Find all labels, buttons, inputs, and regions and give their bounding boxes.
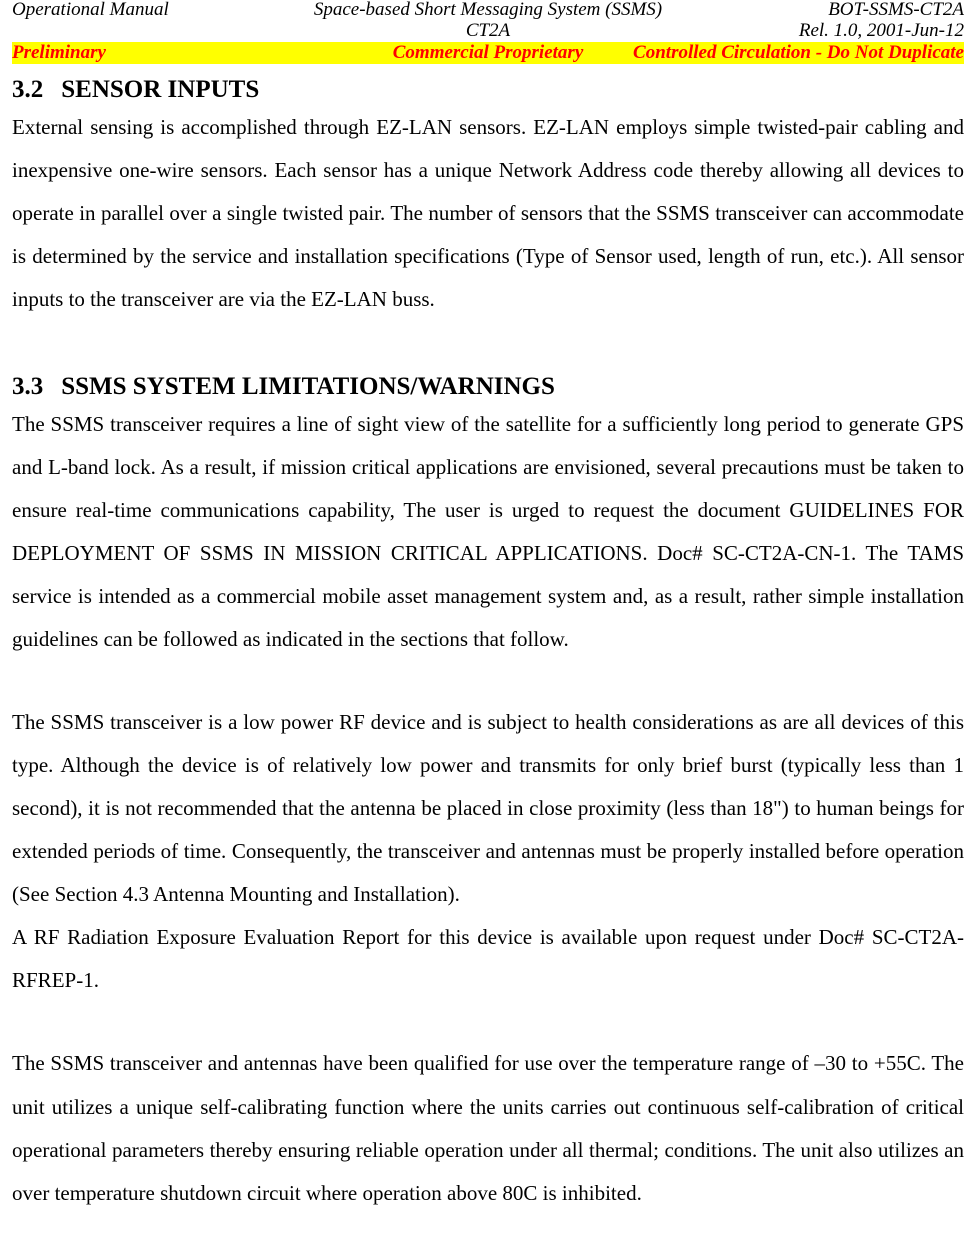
section-3-3-para-3: A RF Radiation Exposure Evaluation Repor… <box>12 916 964 1002</box>
header-row-1: Operational Manual Space-based Short Mes… <box>12 0 964 21</box>
document-page: Operational Manual Space-based Short Mes… <box>0 0 976 1227</box>
header-left: Operational Manual <box>12 0 169 21</box>
header-row-3-highlight: Preliminary Commercial Proprietary Contr… <box>12 42 964 64</box>
header-right: BOT-SSMS-CT2A <box>828 0 964 21</box>
header-row-2: CT2A Rel. 1.0, 2001-Jun-12 <box>12 21 964 42</box>
section-3-3-para-1: The SSMS transceiver requires a line of … <box>12 403 964 661</box>
section-3-3-para-4: The SSMS transceiver and antennas have b… <box>12 1042 964 1214</box>
section-number: 3.3 <box>12 373 43 401</box>
section-title: SSMS SYSTEM LIMITATIONS/WARNINGS <box>61 373 555 400</box>
header-center: Commercial Proprietary <box>393 42 584 64</box>
header-right: Rel. 1.0, 2001-Jun-12 <box>799 21 964 42</box>
paragraph-gap <box>12 1002 964 1042</box>
header-left: Preliminary <box>12 42 106 64</box>
section-3-3-para-2: The SSMS transceiver is a low power RF d… <box>12 701 964 916</box>
section-gap <box>12 321 964 361</box>
header-center: Space-based Short Messaging System (SSMS… <box>314 0 662 21</box>
section-3-2-para-1: External sensing is accomplished through… <box>12 106 964 321</box>
paragraph-gap <box>12 661 964 701</box>
section-3-2-heading: 3.2 SENSOR INPUTS <box>12 76 964 104</box>
section-3-3-heading: 3.3 SSMS SYSTEM LIMITATIONS/WARNINGS <box>12 373 964 401</box>
section-title: SENSOR INPUTS <box>61 76 259 103</box>
section-number: 3.2 <box>12 76 43 104</box>
header-right: Controlled Circulation - Do Not Duplicat… <box>633 42 964 64</box>
header-center: CT2A <box>466 21 510 42</box>
